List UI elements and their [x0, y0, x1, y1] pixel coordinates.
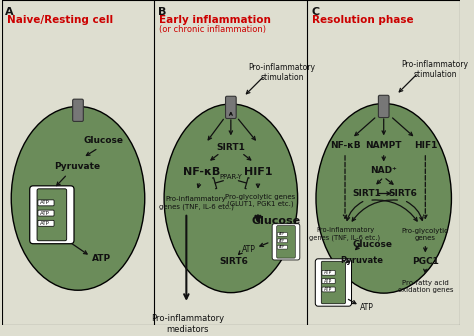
Text: HIF1: HIF1	[414, 141, 437, 150]
Text: SIRT6: SIRT6	[389, 189, 418, 198]
Text: PGC1: PGC1	[412, 257, 439, 266]
Text: Pro-glycolytic genes
(GLUT1, PGK1 etc.): Pro-glycolytic genes (GLUT1, PGK1 etc.)	[225, 194, 295, 207]
Text: Pro-fatty acid
oxidation genes: Pro-fatty acid oxidation genes	[398, 280, 453, 293]
FancyBboxPatch shape	[321, 261, 346, 304]
Bar	[1, 0, 155, 325]
Text: PPAR-Y: PPAR-Y	[219, 174, 242, 180]
Text: ATP: ATP	[324, 279, 332, 284]
Ellipse shape	[316, 103, 451, 293]
Text: ATP: ATP	[40, 211, 50, 216]
Text: ATP: ATP	[242, 245, 256, 254]
Text: Pro-glycolytic
genes: Pro-glycolytic genes	[402, 227, 449, 241]
FancyBboxPatch shape	[30, 186, 74, 244]
Text: B: B	[158, 7, 167, 17]
Text: SIRT1: SIRT1	[217, 142, 245, 152]
Text: Early inflammation: Early inflammation	[159, 15, 271, 26]
Ellipse shape	[164, 104, 298, 293]
Text: ATP: ATP	[279, 233, 285, 237]
Text: A: A	[5, 7, 14, 17]
FancyBboxPatch shape	[37, 189, 67, 241]
Bar	[307, 0, 460, 325]
Text: Pyruvate: Pyruvate	[54, 162, 100, 171]
Text: Naive/Resting cell: Naive/Resting cell	[8, 15, 113, 26]
Text: C: C	[311, 7, 319, 17]
Text: Resolution phase: Resolution phase	[312, 15, 414, 26]
Text: NAMPT: NAMPT	[365, 141, 402, 150]
FancyBboxPatch shape	[322, 270, 335, 275]
FancyBboxPatch shape	[277, 239, 287, 243]
Text: ATP: ATP	[279, 245, 285, 249]
FancyBboxPatch shape	[73, 99, 83, 121]
FancyBboxPatch shape	[226, 96, 236, 119]
Text: ATP: ATP	[40, 221, 50, 226]
Text: Pro-inflammatory
mediators: Pro-inflammatory mediators	[151, 314, 224, 334]
Text: ATP: ATP	[40, 200, 50, 205]
FancyBboxPatch shape	[277, 226, 295, 258]
Text: Glucose: Glucose	[252, 216, 301, 225]
FancyBboxPatch shape	[277, 233, 287, 236]
Text: SIRT6: SIRT6	[219, 257, 248, 266]
Text: ATP: ATP	[324, 270, 332, 275]
Text: Glucose: Glucose	[83, 136, 123, 145]
Bar	[155, 0, 307, 325]
Text: Pro-inflammatory
genes (TNF, IL-6 etc.): Pro-inflammatory genes (TNF, IL-6 etc.)	[159, 197, 234, 210]
FancyBboxPatch shape	[315, 259, 352, 306]
Text: Pro-inflammatory
stimulation: Pro-inflammatory stimulation	[401, 60, 468, 79]
Text: ATP: ATP	[360, 303, 374, 312]
Ellipse shape	[11, 107, 145, 290]
FancyBboxPatch shape	[322, 279, 335, 284]
FancyBboxPatch shape	[322, 287, 335, 292]
Text: ATP: ATP	[91, 254, 111, 263]
FancyBboxPatch shape	[38, 220, 54, 226]
Text: ATP: ATP	[279, 239, 285, 243]
Text: NF-κB: NF-κB	[183, 167, 220, 177]
FancyBboxPatch shape	[38, 210, 54, 216]
Text: Pyruvate: Pyruvate	[340, 256, 383, 265]
FancyBboxPatch shape	[378, 95, 389, 118]
FancyBboxPatch shape	[277, 245, 287, 249]
Text: Glucose: Glucose	[352, 240, 392, 249]
Text: Pro-inflammatory
genes (TNF, IL-6 etc.): Pro-inflammatory genes (TNF, IL-6 etc.)	[310, 227, 381, 241]
FancyBboxPatch shape	[272, 224, 300, 260]
Text: ATP: ATP	[324, 287, 332, 292]
Text: NF-κB: NF-κB	[330, 141, 360, 150]
Text: NAD⁺: NAD⁺	[370, 166, 397, 175]
Text: HIF1: HIF1	[244, 167, 272, 177]
Text: SIRT1: SIRT1	[353, 189, 382, 198]
Text: (or chronic inflammation): (or chronic inflammation)	[159, 25, 266, 34]
FancyBboxPatch shape	[38, 200, 54, 206]
Text: Pro-inflammatory
stimulation: Pro-inflammatory stimulation	[249, 63, 316, 82]
